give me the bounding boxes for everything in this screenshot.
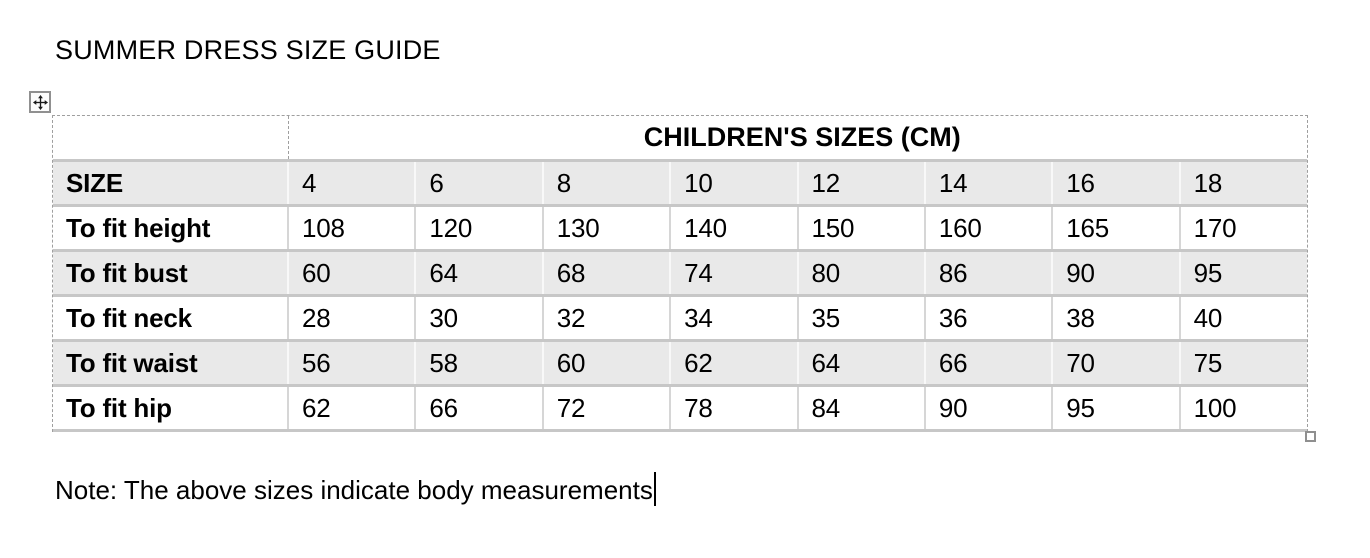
data-cell[interactable]: 74 (669, 249, 798, 296)
data-cell[interactable]: 62 (286, 384, 416, 432)
document-title[interactable]: SUMMER DRESS SIZE GUIDE (55, 35, 441, 65)
table-resize-handle[interactable] (1305, 431, 1316, 442)
column-header-cell[interactable]: 16 (1051, 159, 1180, 206)
table-row: To fit height 108 120 130 140 150 160 165 170 (53, 204, 1307, 251)
data-cell[interactable]: 160 (923, 204, 1053, 251)
data-cell[interactable]: 66 (923, 339, 1053, 386)
data-cell[interactable]: 90 (1051, 249, 1180, 296)
note-text-content: Note: The above sizes indicate body meas… (55, 475, 653, 505)
text-caret (653, 472, 656, 506)
table-row: To fit hip 62 66 72 78 84 90 95 100 (53, 384, 1307, 432)
data-cell[interactable]: 120 (414, 204, 543, 251)
data-cell[interactable]: 28 (286, 294, 416, 341)
table-row: To fit waist 56 58 60 62 64 66 70 75 (53, 339, 1307, 386)
data-cell[interactable]: 58 (414, 339, 543, 386)
row-label-cell[interactable]: To fit hip (53, 384, 288, 432)
data-cell[interactable]: 62 (669, 339, 798, 386)
data-cell[interactable]: 80 (796, 249, 925, 296)
move-cross-icon (32, 94, 48, 110)
data-cell[interactable]: 64 (414, 249, 543, 296)
data-cell[interactable]: 72 (541, 384, 671, 432)
data-cell[interactable]: 78 (669, 384, 798, 432)
data-cell[interactable]: 130 (541, 204, 671, 251)
group-header-row: CHILDREN'S SIZES (CM) (53, 116, 1307, 161)
data-cell[interactable]: 75 (1178, 339, 1307, 386)
data-cell[interactable]: 150 (796, 204, 925, 251)
data-cell[interactable]: 60 (541, 339, 671, 386)
column-header-cell[interactable]: 4 (286, 159, 416, 206)
note-text[interactable]: Note: The above sizes indicate body meas… (55, 472, 656, 508)
data-cell[interactable]: 40 (1178, 294, 1307, 341)
data-cell[interactable]: 68 (541, 249, 671, 296)
data-cell[interactable]: 100 (1178, 384, 1307, 432)
column-header-cell[interactable]: 8 (541, 159, 671, 206)
column-header-cell[interactable]: 12 (796, 159, 925, 206)
data-cell[interactable]: 86 (923, 249, 1053, 296)
size-table-body: CHILDREN'S SIZES (CM) SIZE 4 6 8 10 12 14 16 18 T… (53, 116, 1307, 432)
data-cell[interactable]: 70 (1051, 339, 1180, 386)
data-cell[interactable]: 170 (1178, 204, 1307, 251)
data-cell[interactable]: 30 (414, 294, 543, 341)
table-row: To fit neck 28 30 32 34 35 36 38 40 (53, 294, 1307, 341)
data-cell[interactable]: 90 (923, 384, 1053, 432)
data-cell[interactable]: 36 (923, 294, 1053, 341)
row-label-cell[interactable]: To fit waist (53, 339, 288, 386)
group-header-cell[interactable]: CHILDREN'S SIZES (CM) (643, 122, 961, 152)
data-cell[interactable]: 56 (286, 339, 416, 386)
data-cell[interactable]: 32 (541, 294, 671, 341)
table-row: To fit bust 60 64 68 74 80 86 90 95 (53, 249, 1307, 296)
corner-cell[interactable] (53, 116, 289, 161)
size-guide-table-container: CHILDREN'S SIZES (CM) SIZE 4 6 8 10 12 14 16 18 T… (52, 115, 1308, 432)
row-label-cell[interactable]: To fit height (53, 204, 288, 251)
data-cell[interactable]: 140 (669, 204, 798, 251)
data-cell[interactable]: 95 (1178, 249, 1307, 296)
column-header-cell[interactable]: 10 (669, 159, 798, 206)
column-header-cell[interactable]: 18 (1178, 159, 1307, 206)
data-cell[interactable]: 165 (1051, 204, 1180, 251)
data-cell[interactable]: 34 (669, 294, 798, 341)
row-label-cell[interactable]: To fit neck (53, 294, 288, 341)
data-cell[interactable]: 38 (1051, 294, 1180, 341)
column-header-row: SIZE 4 6 8 10 12 14 16 18 (53, 159, 1307, 206)
size-guide-table: CHILDREN'S SIZES (CM) SIZE 4 6 8 10 12 14 16 18 T… (53, 116, 1307, 432)
size-header-cell[interactable]: SIZE (53, 159, 288, 206)
data-cell[interactable]: 95 (1051, 384, 1180, 432)
column-header-cell[interactable]: 14 (923, 159, 1053, 206)
data-cell[interactable]: 108 (286, 204, 416, 251)
data-cell[interactable]: 60 (286, 249, 416, 296)
data-cell[interactable]: 84 (796, 384, 925, 432)
data-cell[interactable]: 35 (796, 294, 925, 341)
table-move-handle[interactable] (29, 91, 51, 113)
data-cell[interactable]: 66 (414, 384, 543, 432)
data-cell[interactable]: 64 (796, 339, 925, 386)
row-label-cell[interactable]: To fit bust (53, 249, 288, 296)
column-header-cell[interactable]: 6 (414, 159, 543, 206)
